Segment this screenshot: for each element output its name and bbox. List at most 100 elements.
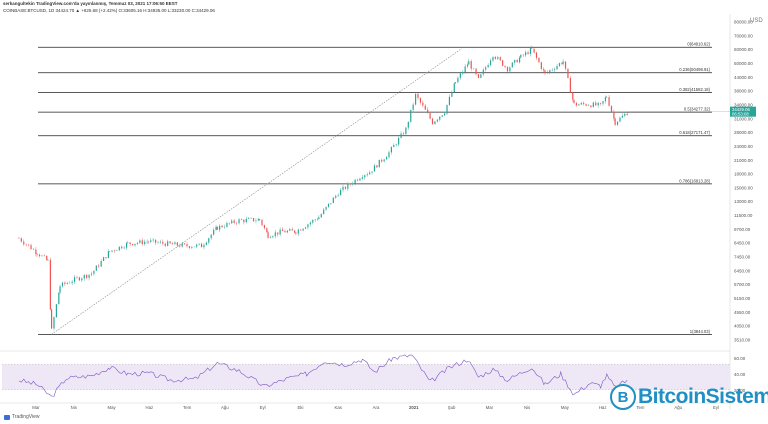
candle-body [583,102,585,105]
candle-body [414,93,417,105]
candle-body [373,165,376,172]
candle-body [405,127,407,135]
candle-body [320,214,322,218]
candle-body [419,98,422,103]
price-axis-label: 15000.00 [734,185,753,190]
candle-body [41,255,43,257]
price-axis-label: 3510.00 [734,338,751,343]
candle-body [111,250,113,252]
candle-body [388,152,390,158]
fib-level-label: 0(64910.62) [687,42,710,47]
candle-body [263,225,266,229]
price-axis-label: 21000.00 [734,158,753,163]
candle-body [208,238,210,243]
candle-body [216,226,218,230]
candle-body [53,317,55,329]
candle-body [295,232,297,234]
candle-body [245,218,247,223]
candle-body [35,249,37,255]
candle-body [102,257,105,261]
candle-body [407,121,409,128]
candle-body [371,171,373,173]
candle-body [219,225,221,230]
candle-body [210,234,212,239]
candle-body [436,119,438,122]
candle-body [429,113,431,119]
price-axis-label: 44000.00 [734,75,753,80]
candle-body [291,229,293,231]
price-axis-label: 11500.00 [734,213,753,218]
candle-body [613,111,615,119]
candle-body [439,116,441,120]
candle-body [412,104,414,110]
last-price-label: 34429.06 [732,107,751,112]
price-axis-label: 31000.00 [734,116,753,121]
candle-body [459,73,461,78]
candle-body [538,57,540,63]
candle-body [294,230,296,233]
candle-body [164,243,166,246]
time-axis-label: Haz [146,405,154,410]
candle-body [427,109,429,114]
candle-body [61,282,64,287]
candle-body [50,309,53,329]
candle-body [36,254,38,255]
price-axis-label: 5700.00 [734,282,751,287]
candle-body [516,59,518,63]
last-price-countdown: 06:53:08 [732,112,749,117]
candle-body [487,64,489,68]
candle-body [494,56,496,59]
candle-body [529,48,532,55]
candle-body [272,236,274,238]
candle-body [198,243,200,245]
candle-body [98,265,100,267]
tradingview-label: TradingView [12,414,40,420]
candle-body [369,172,371,175]
candle-body [205,242,207,245]
time-axis-label: Ağu [674,405,682,410]
price-axis-label: 28000.00 [734,130,753,135]
candle-body [462,72,464,74]
candle-body [312,219,314,223]
candle-body [281,229,284,232]
candle-body [200,243,203,248]
time-axis-label: Şub [448,405,456,410]
candle-body [366,174,368,176]
candle-body [93,270,95,274]
candle-body [482,69,484,75]
candle-body [30,245,32,250]
candle-body [470,61,472,69]
candle-body [243,219,245,223]
candle-body [454,82,457,84]
watermark: B BitcoinSistemi [610,384,768,410]
candle-body [477,74,480,78]
candle-body [327,203,330,207]
candle-body [46,255,48,261]
candle-body [540,62,542,69]
candle-body [71,281,73,284]
time-axis-label: Haz [599,405,607,410]
candle-body [619,117,621,122]
candle-body [558,63,561,66]
time-axis-label: Mar [486,405,494,410]
candle-body [446,104,448,114]
candle-body [604,97,607,102]
time-axis-label: May [561,405,570,410]
candle-body [169,241,171,244]
candle-body [55,304,58,318]
candle-body [23,241,25,245]
candle-body [527,52,529,55]
candle-body [105,257,107,259]
candle-body [546,72,548,73]
candle-body [361,177,363,179]
candle-body [585,104,587,106]
candle-body [544,70,546,73]
price-axis-label: 7450.00 [734,255,751,260]
candle-body [144,241,146,245]
candle-body [107,251,110,259]
candle-body [186,244,188,247]
candle-body [466,64,469,67]
candle-body [378,159,380,168]
candle-body [614,118,616,125]
